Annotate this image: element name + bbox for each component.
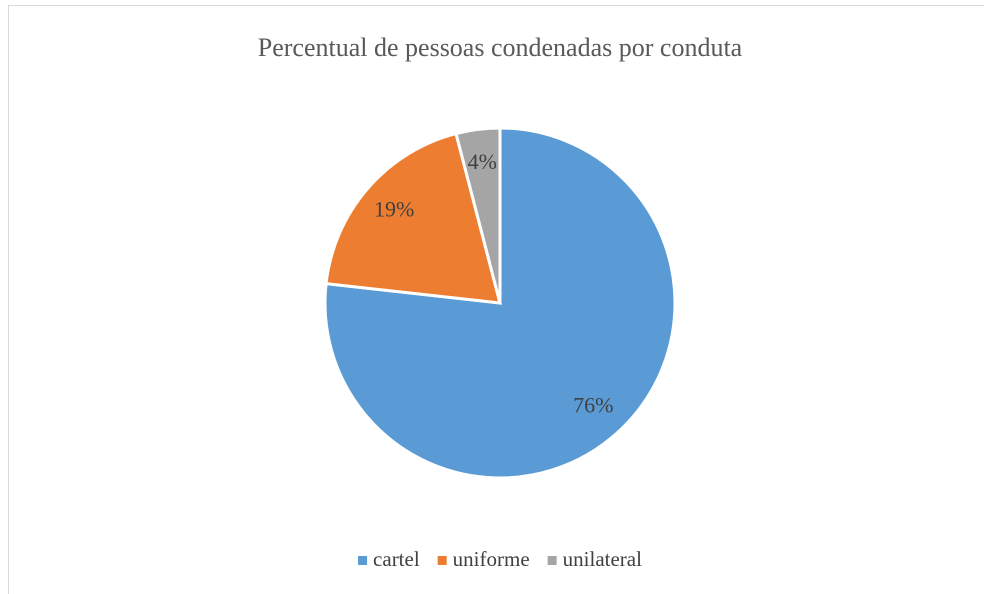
data-label: 4% xyxy=(468,149,497,174)
pie-slice xyxy=(324,131,502,305)
legend-label: unilateral xyxy=(563,547,642,571)
legend-label: uniforme xyxy=(453,547,530,571)
legend-swatch xyxy=(547,556,557,565)
data-label: 76% xyxy=(573,392,613,417)
pie-slice xyxy=(454,126,502,304)
legend-swatch xyxy=(437,556,447,565)
data-label: 19% xyxy=(374,196,414,221)
legend-label: cartel xyxy=(373,547,420,571)
legend-swatch xyxy=(358,556,368,565)
chart-title: Percentual de pessoas condenadas por con… xyxy=(258,33,743,62)
